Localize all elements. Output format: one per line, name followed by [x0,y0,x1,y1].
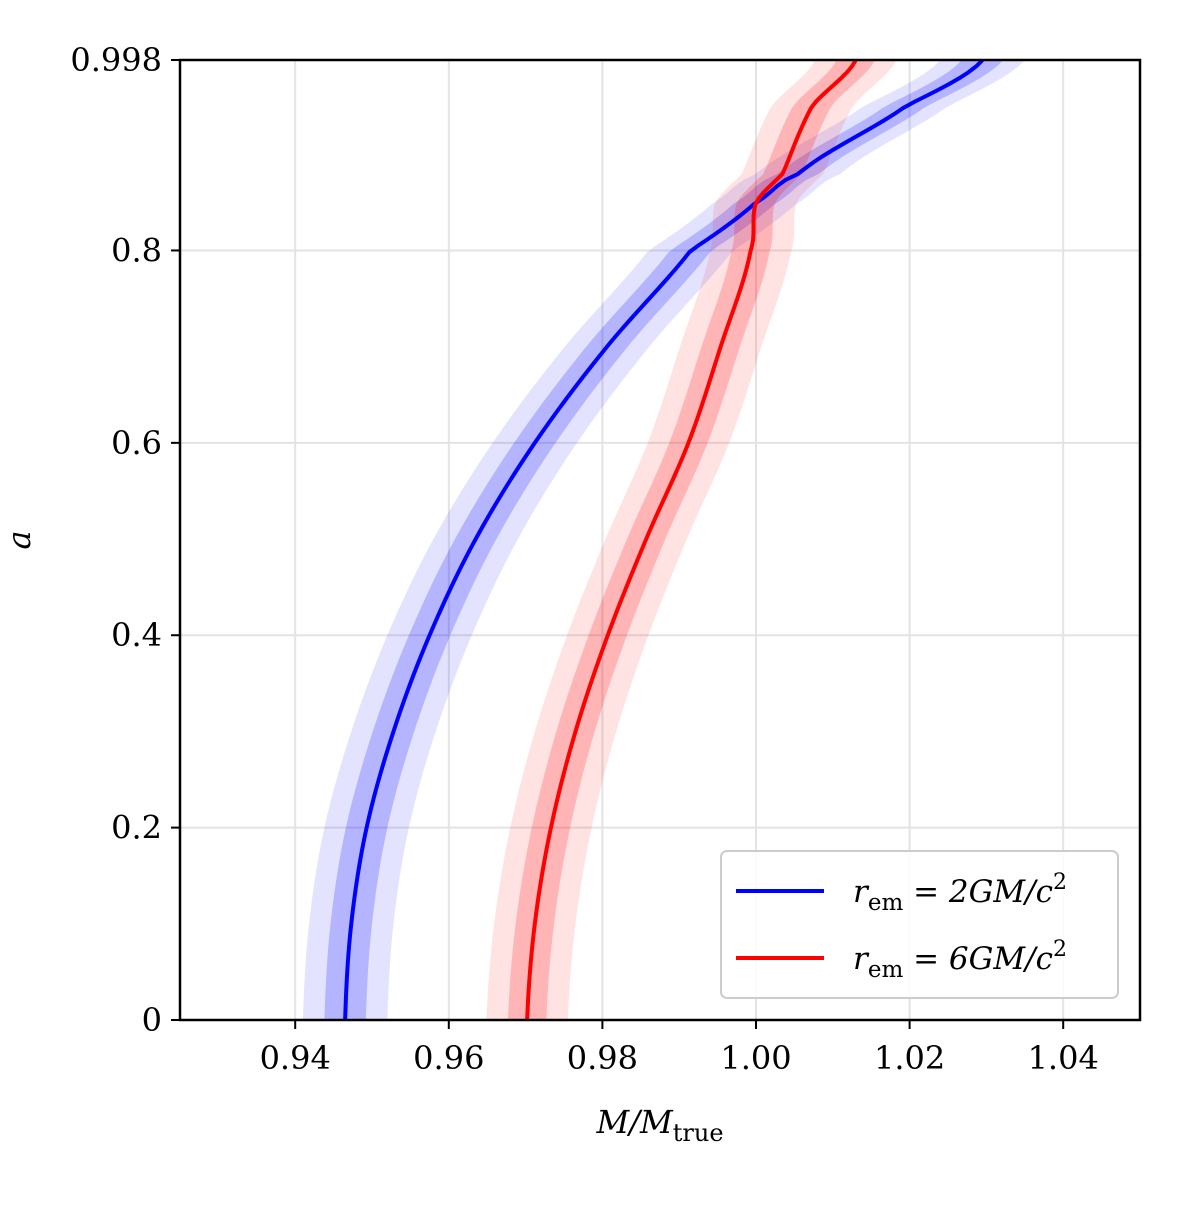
x-tick-label: 1.04 [1028,1039,1099,1077]
x-tick-label: 1.02 [874,1039,945,1077]
band-layer [302,60,1025,1020]
x-tick-label: 1.00 [720,1039,791,1077]
axis-labels: M/Mtrue a [0,530,724,1147]
y-tick-label: 0.2 [111,809,162,847]
x-tick-label: 0.98 [567,1039,638,1077]
x-axis-label-sub: true [673,1119,724,1147]
x-tick-label: 0.96 [413,1039,484,1077]
y-tick-label: 0 [142,1001,162,1039]
series-red-outer-band [486,60,897,1020]
series-red-inner-band [507,60,876,1020]
series-red-line [525,60,858,1020]
line-layer [343,60,984,1020]
x-axis-label-main: M/M [595,1103,674,1141]
y-tick-label: 0.4 [111,616,162,654]
legend-label-red: rem = 6GM/c2 [853,937,1067,983]
series-blue-line [343,60,984,1020]
plot-frame [178,58,1142,1022]
tick-layer: 0.94 0.96 0.98 1.00 1.02 1.04 0 0.2 0.4 0.6 0.8 0.9… [70,41,1098,1077]
x-tick-label: 0.94 [260,1039,331,1077]
legend-box [720,850,1119,999]
y-axis-label: a [0,530,38,549]
x-axis-label: M/Mtrue [595,1103,723,1147]
legend-label-blue: rem = 2GM/c2 [853,870,1067,916]
series-blue-outer-band [302,60,1025,1020]
y-tick-label: 0.8 [111,231,162,269]
legend: rem = 2GM/c2 rem = 6GM/c2 [720,850,1119,999]
y-tick-label: 0.6 [111,424,162,462]
series-blue-inner-band [324,60,1004,1020]
y-tick-label: 0.998 [70,41,162,79]
